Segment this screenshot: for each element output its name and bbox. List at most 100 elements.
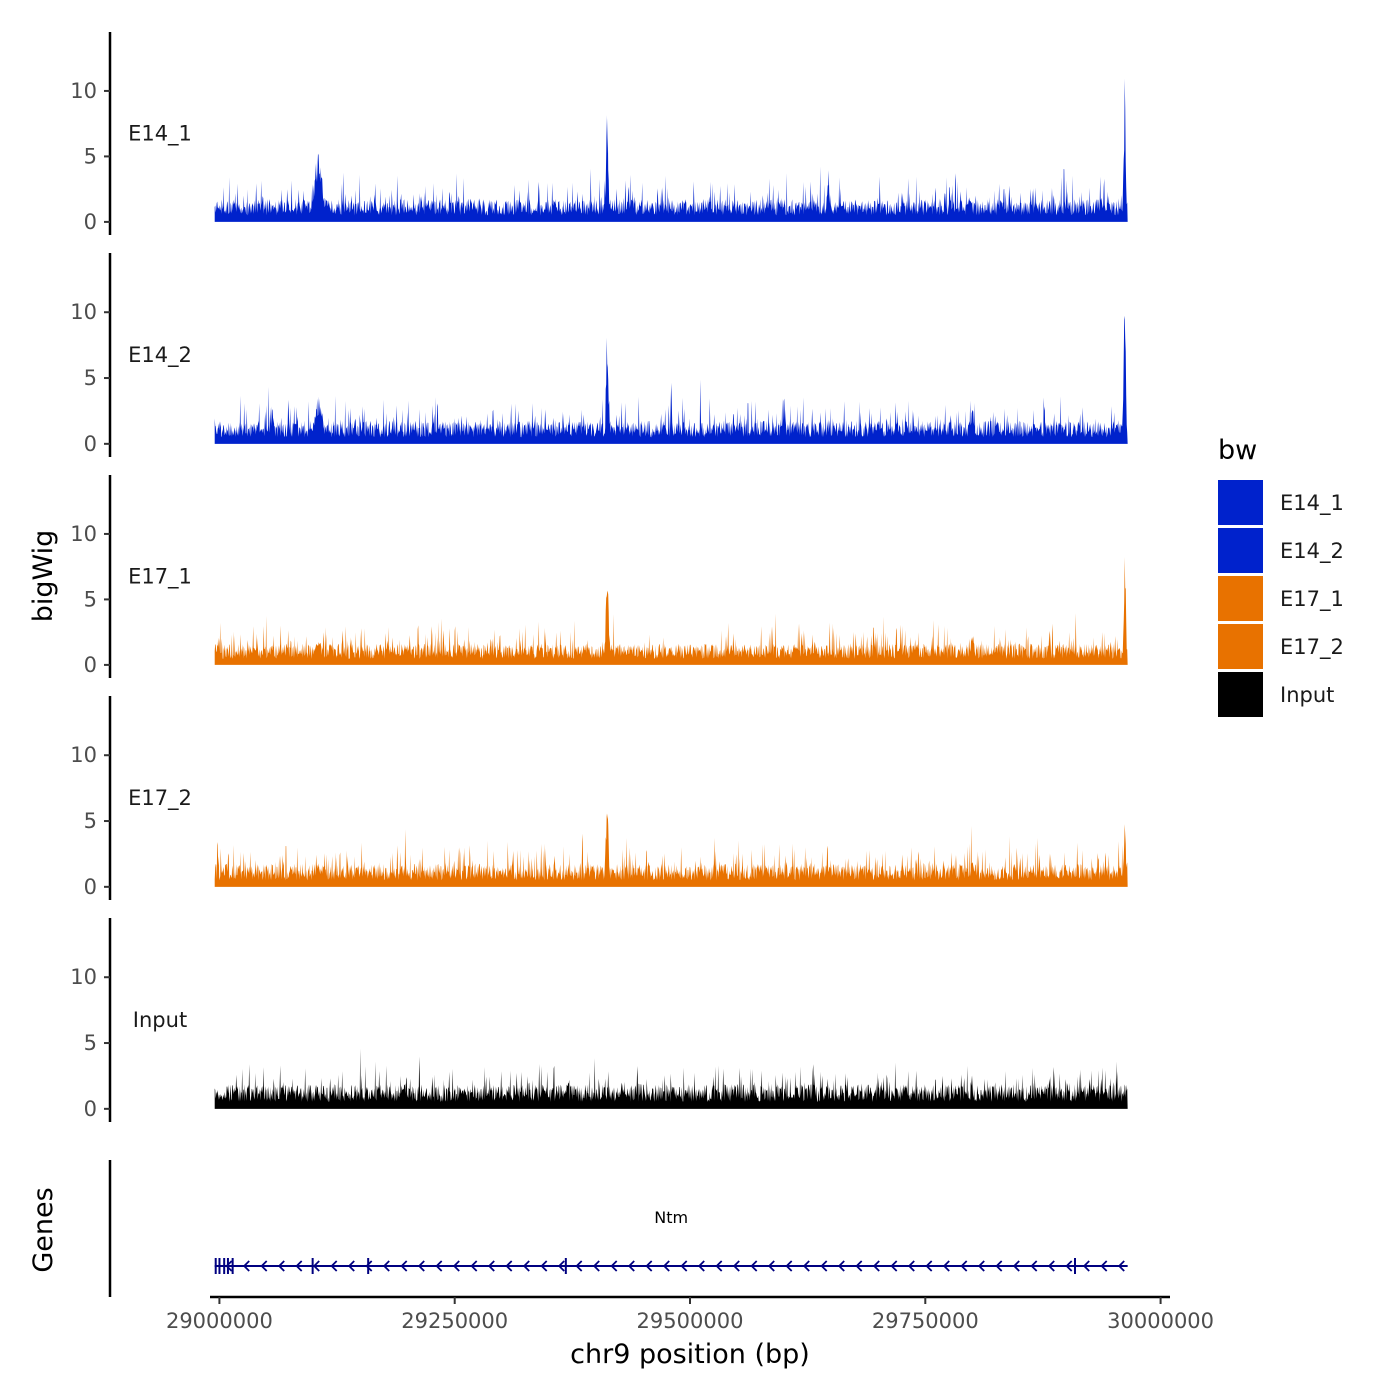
gene-exon xyxy=(223,1258,226,1274)
strand-arrow xyxy=(645,1260,653,1272)
y-tick-label: 10 xyxy=(70,300,97,324)
strand-arrow xyxy=(872,1260,880,1272)
strand-arrow xyxy=(487,1260,495,1272)
y-tick-label: 5 xyxy=(84,366,97,390)
track-label: E14_2 xyxy=(128,343,192,368)
strand-arrow xyxy=(697,1260,705,1272)
strand-arrow xyxy=(925,1260,933,1272)
strand-arrow xyxy=(1065,1260,1073,1272)
track-panel-Input: 0 5 10 Input xyxy=(70,918,1128,1122)
legend-label: E17_1 xyxy=(1280,587,1344,612)
strand-arrow xyxy=(627,1260,635,1272)
strand-arrow xyxy=(1117,1260,1125,1272)
y-tick-label: 0 xyxy=(84,875,97,899)
gene-exon xyxy=(214,1258,217,1274)
strand-arrow xyxy=(225,1260,233,1272)
strand-arrow xyxy=(557,1260,565,1272)
signal-area-E14_1 xyxy=(214,78,1128,222)
strand-arrow xyxy=(610,1260,618,1272)
strand-arrow xyxy=(382,1260,390,1272)
strand-arrow xyxy=(907,1260,915,1272)
gene-exon xyxy=(1074,1258,1076,1274)
track-label: E14_1 xyxy=(128,122,192,147)
y-tick-label: 10 xyxy=(70,965,97,989)
strand-arrow xyxy=(312,1260,320,1272)
strand-arrow xyxy=(470,1260,478,1272)
x-tick-label: 29250000 xyxy=(401,1309,508,1333)
legend-swatch-E14_1 xyxy=(1218,480,1263,525)
y-tick-label: 10 xyxy=(70,522,97,546)
strand-arrow xyxy=(995,1260,1003,1272)
strand-arrow xyxy=(802,1260,810,1272)
legend-label: E14_2 xyxy=(1280,539,1344,564)
x-axis-title: chr9 position (bp) xyxy=(570,1339,810,1370)
x-tick-label: 29750000 xyxy=(872,1309,979,1333)
gene-exon xyxy=(564,1258,567,1274)
track-label: E17_2 xyxy=(128,786,192,811)
strand-arrow xyxy=(942,1260,950,1272)
signal-area-Input xyxy=(214,1048,1128,1109)
strand-arrow xyxy=(575,1260,583,1272)
strand-arrow xyxy=(977,1260,985,1272)
strand-arrow xyxy=(855,1260,863,1272)
strand-arrow xyxy=(330,1260,338,1272)
strand-arrow xyxy=(540,1260,548,1272)
gene-exon xyxy=(367,1258,370,1274)
strand-arrow xyxy=(890,1260,898,1272)
y-tick-label: 5 xyxy=(84,1031,97,1055)
signal-area-E17_1 xyxy=(214,556,1128,665)
strand-arrow xyxy=(680,1260,688,1272)
signal-area-E14_2 xyxy=(214,315,1128,444)
legend-title: bw xyxy=(1218,435,1257,466)
strand-arrow xyxy=(242,1260,250,1272)
track-label: E17_1 xyxy=(128,565,192,590)
legend-swatch-E14_2 xyxy=(1218,528,1263,573)
legend-swatch-Input xyxy=(1218,672,1263,717)
y-tick-label: 10 xyxy=(70,79,97,103)
strand-arrow xyxy=(400,1260,408,1272)
track-label: Input xyxy=(133,1008,187,1032)
gene-exon xyxy=(311,1258,314,1274)
y-tick-label: 0 xyxy=(84,210,97,234)
strand-arrow xyxy=(365,1260,373,1272)
strand-arrow xyxy=(820,1260,828,1272)
y-tick-label: 0 xyxy=(84,1097,97,1121)
strand-arrow xyxy=(592,1260,600,1272)
genes-axis-title: Genes xyxy=(28,1187,59,1272)
y-tick-label: 5 xyxy=(84,587,97,611)
y-tick-label: 10 xyxy=(70,743,97,767)
x-tick-label: 30000000 xyxy=(1107,1309,1214,1333)
strand-arrow xyxy=(295,1260,303,1272)
y-tick-label: 5 xyxy=(84,144,97,168)
strand-arrow xyxy=(732,1260,740,1272)
strand-arrow xyxy=(522,1260,530,1272)
gene-model-Ntm xyxy=(214,1258,1128,1274)
strand-arrow xyxy=(1030,1260,1038,1272)
legend-swatch-E17_1 xyxy=(1218,576,1263,621)
strand-arrow xyxy=(260,1260,268,1272)
strand-arrow xyxy=(417,1260,425,1272)
gene-exon xyxy=(218,1258,221,1274)
legend-swatch-E17_2 xyxy=(1218,624,1263,669)
track-panel-E17_2: 0 5 10 E17_2 xyxy=(70,696,1128,900)
strand-arrow xyxy=(960,1260,968,1272)
strand-arrow xyxy=(785,1260,793,1272)
strand-arrow xyxy=(1047,1260,1055,1272)
legend-label: Input xyxy=(1280,683,1334,707)
track-panel-E17_1: 0 5 10 E17_1 xyxy=(70,475,1128,678)
strand-arrow xyxy=(662,1260,670,1272)
signal-area-E17_2 xyxy=(214,813,1128,887)
strand-arrow xyxy=(1100,1260,1108,1272)
legend-label: E17_2 xyxy=(1280,635,1344,660)
track-panel-E14_2: 0 5 10 E14_2 xyxy=(70,253,1128,457)
track-panel-E14_1: 0 5 10 E14_1 xyxy=(70,32,1128,235)
strand-arrow xyxy=(1012,1260,1020,1272)
gene-exon xyxy=(231,1258,234,1274)
strand-arrow xyxy=(1082,1260,1090,1272)
strand-arrow xyxy=(277,1260,285,1272)
x-tick-label: 29000000 xyxy=(166,1309,273,1333)
strand-arrow xyxy=(505,1260,513,1272)
x-tick-label: 29500000 xyxy=(637,1309,744,1333)
y-tick-label: 0 xyxy=(84,432,97,456)
